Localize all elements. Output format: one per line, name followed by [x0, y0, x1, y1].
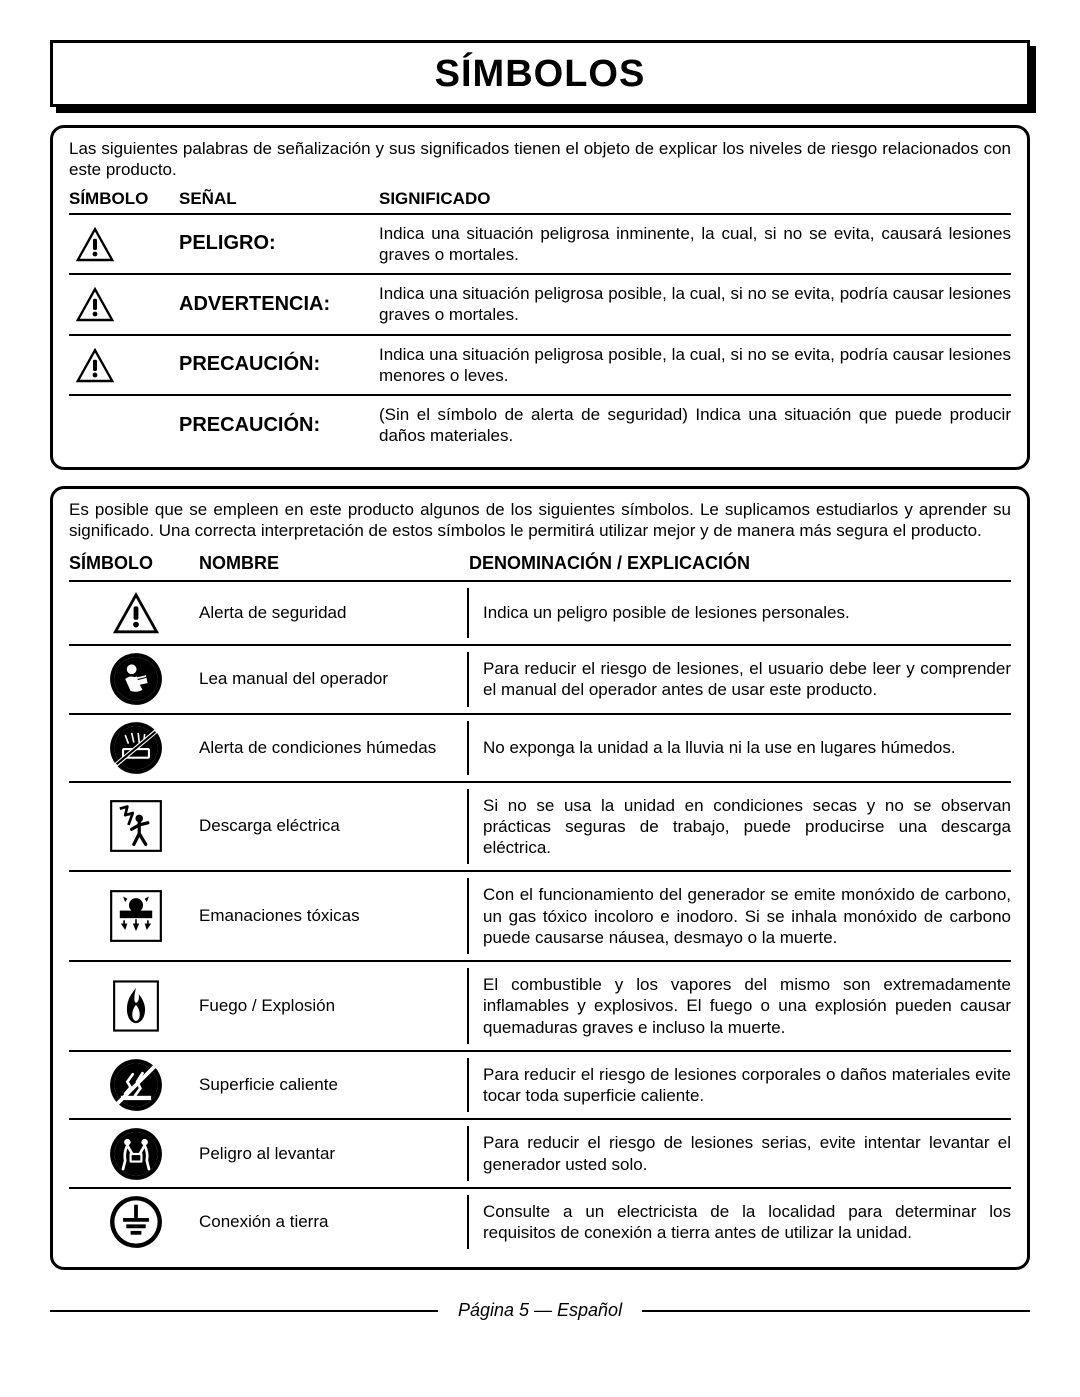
signal-row: PRECAUCIÓN: Indica una situación peligro…	[69, 334, 1011, 395]
symbol-row-name: Peligro al levantar	[199, 1126, 469, 1181]
signal-row-signal: PRECAUCIÓN:	[179, 414, 379, 437]
panel1-header-symbol: SÍMBOLO	[69, 189, 179, 209]
signal-row-meaning: Indica una situación peligrosa inminente…	[379, 223, 1011, 266]
symbol-row-name: Superficie caliente	[199, 1058, 469, 1113]
symbol-row-explanation: Para reducir el riesgo de lesiones seria…	[469, 1126, 1011, 1181]
lifting-hazard-icon	[109, 1127, 163, 1181]
panel2-header-row: SÍMBOLO NOMBRE DENOMINACIÓN / EXPLICACIÓ…	[69, 547, 1011, 580]
panel1-header-signal: SEÑAL	[179, 189, 379, 209]
symbol-row-name: Lea manual del operador	[199, 652, 469, 707]
signal-row-meaning: (Sin el símbolo de alerta de seguridad) …	[379, 404, 1011, 447]
footer-rule-right	[642, 1310, 1030, 1312]
footer-text: Página 5 — Español	[438, 1300, 642, 1321]
signal-row-icon-cell	[69, 226, 179, 262]
signal-row-meaning: Indica una situación peligrosa posible, …	[379, 344, 1011, 387]
alert-triangle-icon	[112, 591, 160, 634]
title-container: SÍMBOLOS	[50, 40, 1030, 107]
symbol-row-explanation: Si no se usa la unidad en condiciones se…	[469, 789, 1011, 865]
signal-row: PRECAUCIÓN: (Sin el símbolo de alerta de…	[69, 394, 1011, 455]
symbol-row: Alerta de condiciones húmedas No exponga…	[69, 713, 1011, 781]
panel1-header-meaning: SIGNIFICADO	[379, 189, 1011, 209]
symbol-row-explanation: Para reducir el riesgo de lesiones corpo…	[469, 1058, 1011, 1113]
fire-icon	[112, 979, 160, 1033]
symbol-row-name: Emanaciones tóxicas	[199, 878, 469, 954]
page-title: SÍMBOLOS	[435, 53, 646, 95]
footer-rule-left	[50, 1310, 438, 1312]
symbol-row-explanation: El combustible y los vapores del mismo s…	[469, 968, 1011, 1044]
page: SÍMBOLOS Las siguientes palabras de seña…	[0, 0, 1080, 1351]
footer: Página 5 — Español	[50, 1300, 1030, 1321]
symbol-row-icon-cell	[69, 721, 199, 775]
symbol-row-explanation: No exponga la unidad a la lluvia ni la u…	[469, 731, 1011, 764]
symbol-row: Lea manual del operador Para reducir el …	[69, 644, 1011, 713]
symbol-row-explanation: Consulte a un electricista de la localid…	[469, 1195, 1011, 1250]
symbol-row-icon-cell	[69, 799, 199, 853]
symbol-row-icon-cell	[69, 1127, 199, 1181]
symbol-row: Descarga eléctrica Si no se usa la unida…	[69, 781, 1011, 871]
symbol-row-name: Descarga eléctrica	[199, 789, 469, 865]
symbol-row-icon-cell	[69, 1195, 199, 1249]
signal-row: ADVERTENCIA: Indica una situación peligr…	[69, 273, 1011, 334]
toxic-fumes-icon	[109, 889, 163, 943]
signal-row: PELIGRO: Indica una situación peligrosa …	[69, 213, 1011, 274]
read-manual-icon	[109, 652, 163, 706]
symbol-row-name: Alerta de seguridad	[199, 588, 469, 638]
symbol-row: Conexión a tierra Consulte a un electric…	[69, 1187, 1011, 1256]
panel2-intro: Es posible que se empleen en este produc…	[69, 499, 1011, 542]
ground-icon	[109, 1195, 163, 1249]
signal-row-meaning: Indica una situación peligrosa posible, …	[379, 283, 1011, 326]
symbol-row: Emanaciones tóxicas Con el funcionamient…	[69, 870, 1011, 960]
alert-triangle-icon	[75, 226, 115, 262]
symbol-row-explanation: Con el funcionamiento del generador se e…	[469, 878, 1011, 954]
symbol-row: Alerta de seguridad Indica un peligro po…	[69, 580, 1011, 644]
symbols-panel: Es posible que se empleen en este produc…	[50, 486, 1030, 1271]
signal-row-signal: ADVERTENCIA:	[179, 293, 379, 316]
symbol-row-icon-cell	[69, 889, 199, 943]
symbol-row-name: Alerta de condiciones húmedas	[199, 721, 469, 775]
title-box: SÍMBOLOS	[50, 40, 1030, 107]
symbol-row-icon-cell	[69, 652, 199, 706]
symbol-row-icon-cell	[69, 979, 199, 1033]
symbol-row-explanation: Para reducir el riesgo de lesiones, el u…	[469, 652, 1011, 707]
symbol-row: Superficie caliente Para reducir el ries…	[69, 1050, 1011, 1119]
panel1-intro: Las siguientes palabras de señalización …	[69, 138, 1011, 181]
signal-row-icon-cell	[69, 347, 179, 383]
panel2-header-name: NOMBRE	[199, 553, 469, 574]
symbol-row-icon-cell	[69, 591, 199, 634]
panel2-header-explanation: DENOMINACIÓN / EXPLICACIÓN	[469, 553, 1011, 574]
symbol-row: Peligro al levantar Para reducir el ries…	[69, 1118, 1011, 1187]
signal-row-icon-cell	[69, 286, 179, 322]
alert-triangle-icon	[75, 347, 115, 383]
symbol-row-name: Conexión a tierra	[199, 1195, 469, 1250]
signal-words-panel: Las siguientes palabras de señalización …	[50, 125, 1030, 470]
signal-row-signal: PRECAUCIÓN:	[179, 353, 379, 376]
signal-row-signal: PELIGRO:	[179, 232, 379, 255]
panel1-header-row: SÍMBOLO SEÑAL SIGNIFICADO	[69, 187, 1011, 213]
hot-surface-icon	[109, 1058, 163, 1112]
electric-shock-icon	[109, 799, 163, 853]
panel2-header-symbol: SÍMBOLO	[69, 553, 199, 574]
symbol-row-name: Fuego / Explosión	[199, 968, 469, 1044]
alert-triangle-icon	[75, 286, 115, 322]
symbol-row-icon-cell	[69, 1058, 199, 1112]
symbol-row-explanation: Indica un peligro posible de lesiones pe…	[469, 596, 1011, 629]
symbol-row: Fuego / Explosión El combustible y los v…	[69, 960, 1011, 1050]
wet-conditions-icon	[109, 721, 163, 775]
